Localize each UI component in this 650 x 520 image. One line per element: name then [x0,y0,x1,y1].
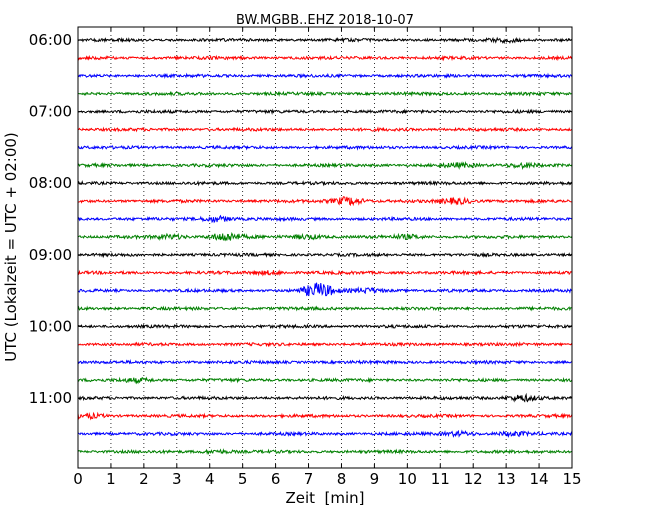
trace-0645 [77,90,573,97]
x-tick-label-0: 0 [73,470,83,488]
chart-title: BW.MGBB..EHZ 2018-10-07 [236,13,414,28]
y-tick-label-0700: 07:00 [29,103,72,121]
y-tick-label-0800: 08:00 [29,174,72,192]
y-axis-ticks: 06:00 07:00 08:00 09:00 10:00 11:00 [29,31,572,407]
trace-1000 [77,323,573,330]
trace-0715 [77,126,573,133]
x-tick-label-14: 14 [530,470,549,488]
trace-1015 [77,341,573,348]
x-tick-label-7: 7 [304,470,314,488]
y-tick-label-1000: 10:00 [29,317,72,335]
trace-1100 [77,392,573,403]
trace-0915 [77,269,573,277]
x-tick-label-2: 2 [139,470,149,488]
y-tick-label-0600: 06:00 [29,31,72,49]
x-tick-label-3: 3 [172,470,182,488]
trace-0730 [77,144,573,151]
trace-1030 [77,359,573,366]
trace-0800 [77,179,573,187]
x-tick-label-1: 1 [106,470,116,488]
x-tick-label-6: 6 [271,470,281,488]
trace-0700 [77,108,573,116]
x-tick-label-13: 13 [497,470,516,488]
x-tick-label-5: 5 [238,470,248,488]
trace-0945 [77,305,573,312]
trace-0900 [77,251,573,259]
x-tick-label-15: 15 [562,470,581,488]
y-axis-label: UTC (Lokalzeit = UTC + 02:00) [2,132,20,362]
x-tick-label-4: 4 [205,470,215,488]
y-tick-label-1100: 11:00 [29,389,72,407]
trace-0815 [77,196,573,207]
trace-1145 [77,448,573,456]
x-tick-label-8: 8 [337,470,347,488]
trace-0615 [77,54,573,62]
x-axis-ticks: 0 1 2 3 4 5 6 7 8 9 10 11 12 13 14 15 [73,27,582,488]
y-tick-label-0900: 09:00 [29,246,72,264]
trace-0930 [77,282,573,297]
x-tick-label-9: 9 [370,470,380,488]
x-tick-label-10: 10 [398,470,417,488]
plot-frame [77,26,573,469]
trace-1045 [77,376,573,385]
trace-0845 [77,231,573,242]
trace-0745 [77,160,573,171]
trace-1130 [77,429,573,439]
minute-gridlines [110,27,540,468]
x-axis-label: Zeit [min] [285,489,364,507]
trace-0600 [77,36,573,45]
trace-1115 [77,411,573,421]
seismogram-traces [77,36,573,456]
trace-0630 [77,72,573,79]
x-tick-label-12: 12 [464,470,483,488]
trace-0830 [77,214,573,224]
x-tick-label-11: 11 [431,470,450,488]
